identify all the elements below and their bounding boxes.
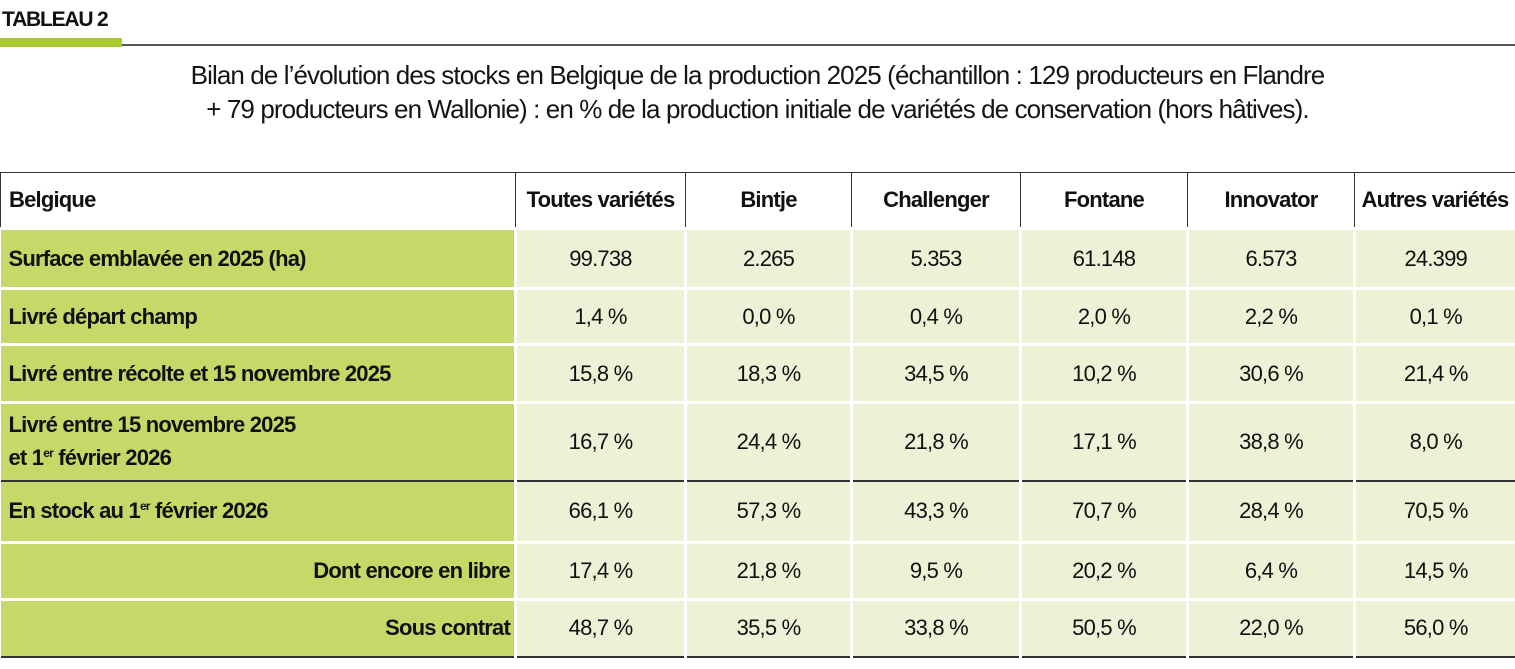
table-cell: 16,7 % <box>514 401 686 481</box>
table-cell: 9,5 % <box>850 541 1021 600</box>
row-label: Sous contrat <box>0 598 516 658</box>
title-line-2: + 79 producteurs en Wallonie) : en % de … <box>206 94 1309 124</box>
row-label-line: Livré entre 15 novembre 2025 <box>8 412 297 438</box>
table-cell: 0,0 % <box>684 287 852 345</box>
table-cell: 30,6 % <box>1186 343 1355 403</box>
row-label-part: En stock au 1 <box>8 498 141 524</box>
table-cell: 21,8 % <box>684 541 852 600</box>
table-row: Livré entre récolte et 15 novembre 2025 1… <box>0 343 1515 403</box>
column-header: Innovator <box>1187 172 1355 229</box>
table-cell: 18,3 % <box>684 343 852 403</box>
row-label-line: En stock au 1er février 2026 <box>9 498 515 524</box>
table-row: Sous contrat 48,7 % 35,5 % 33,8 % 50,5 % 22,0… <box>0 598 1515 658</box>
table-cell: 43,3 % <box>850 479 1021 543</box>
column-header: Fontane <box>1020 172 1188 229</box>
row-label: Livré départ champ <box>0 287 516 345</box>
title-line-1: Bilan de l’évolution des stocks en Belgi… <box>190 60 1326 90</box>
table-cell: 48,7 % <box>514 598 686 658</box>
table-cell: 61.148 <box>1019 227 1188 289</box>
table-cell: 0,1 % <box>1353 287 1515 345</box>
row-label-part: er <box>139 499 151 514</box>
table-cell: 22,0 % <box>1186 598 1355 658</box>
table-cell: 10,2 % <box>1019 343 1188 403</box>
table-cell: 8,0 % <box>1353 401 1515 481</box>
column-header: Bintje <box>685 172 852 229</box>
table-cell: 34,5 % <box>850 343 1021 403</box>
row-label-line: et 1er février 2026 <box>9 439 515 472</box>
row-label: Dont encore en libre <box>0 541 516 600</box>
row-label-part: et 1 <box>8 445 45 471</box>
table-cell: 57,3 % <box>684 479 852 543</box>
table-cell: 70,5 % <box>1353 479 1515 543</box>
row-label: Livré entre 15 novembre 2025 et 1er févri… <box>0 401 516 481</box>
table-title: Bilan de l’évolution des stocks en Belgi… <box>0 58 1515 126</box>
divider <box>122 44 1515 46</box>
column-header: Autres variétés <box>1354 172 1515 229</box>
table-cell: 2.265 <box>684 227 852 289</box>
table-cell: 6,4 % <box>1186 541 1355 600</box>
column-header: Toutes variétés <box>515 172 686 229</box>
row-label: Surface emblavée en 2025 (ha) <box>0 227 516 289</box>
row-label-part: février 2026 <box>52 445 172 471</box>
row-label-part: février 2026 <box>149 498 269 524</box>
table-cell: 99.738 <box>514 227 686 289</box>
table-cell: 50,5 % <box>1019 598 1188 658</box>
table-cell: 33,8 % <box>850 598 1021 658</box>
table-cell: 38,8 % <box>1186 401 1355 481</box>
row-label: En stock au 1er février 2026 <box>0 479 516 543</box>
table-cell: 1,4 % <box>514 287 686 345</box>
table-cell: 20,2 % <box>1019 541 1188 600</box>
header-row: Belgique Toutes variétés Bintje Challenger F… <box>0 172 1515 229</box>
stocks-table: Belgique Toutes variétés Bintje Challenger F… <box>0 172 1515 658</box>
table-row: Dont encore en libre 17,4 % 21,8 % 9,5 % 20,… <box>0 541 1515 600</box>
table-cell: 14,5 % <box>1353 541 1515 600</box>
table-row: Livré départ champ 1,4 % 0,0 % 0,4 % 2,0 % 2,… <box>0 287 1515 345</box>
table-cell: 35,5 % <box>684 598 852 658</box>
table-cell: 28,4 % <box>1186 479 1355 543</box>
row-label: Livré entre récolte et 15 novembre 2025 <box>0 343 516 403</box>
table-cell: 6.573 <box>1186 227 1355 289</box>
table-cell: 15,8 % <box>514 343 686 403</box>
table-cell: 66,1 % <box>514 479 686 543</box>
table-tag: TABLEAU 2 <box>2 8 109 31</box>
table-cell: 21,4 % <box>1353 343 1515 403</box>
table-cell: 70,7 % <box>1019 479 1188 543</box>
table-cell: 24,4 % <box>684 401 852 481</box>
table-row: En stock au 1er février 2026 66,1 % 57,3 %… <box>0 479 1515 543</box>
table-cell: 0,4 % <box>850 287 1021 345</box>
table-cell: 56,0 % <box>1353 598 1515 658</box>
tag-underline <box>0 38 122 47</box>
table-cell: 17,4 % <box>514 541 686 600</box>
table-row: Surface emblavée en 2025 (ha) 99.738 2.265… <box>0 227 1515 289</box>
table-cell: 17,1 % <box>1019 401 1188 481</box>
column-header: Belgique <box>0 172 516 229</box>
table-cell: 2,2 % <box>1186 287 1355 345</box>
table-row: Livré entre 15 novembre 2025 et 1er févri… <box>0 401 1515 481</box>
table-cell: 5.353 <box>850 227 1021 289</box>
row-label-part: er <box>43 446 54 461</box>
table-cell: 2,0 % <box>1019 287 1188 345</box>
table-cell: 24.399 <box>1353 227 1515 289</box>
column-header: Challenger <box>851 172 1021 229</box>
table-cell: 21,8 % <box>850 401 1021 481</box>
